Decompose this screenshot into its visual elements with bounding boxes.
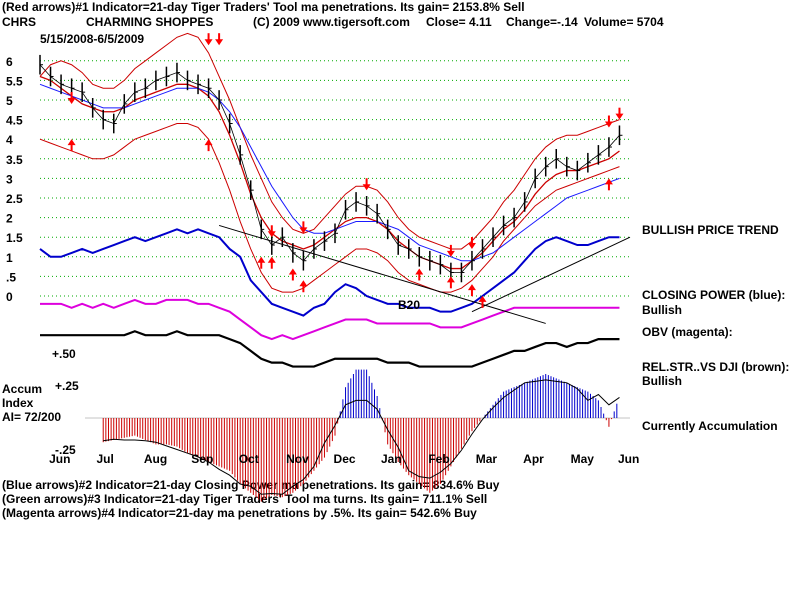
company-name: CHARMING SHOPPES (86, 15, 214, 29)
legend-closing-power-state: Bullish (642, 303, 683, 317)
y-tick-label: 0 (6, 290, 13, 304)
sell-arrow-icon (204, 39, 213, 46)
buy-arrow-icon (257, 256, 266, 263)
buy-arrow-icon (467, 284, 476, 291)
red-moving-average (39, 75, 620, 270)
volume-value: Volume= 5704 (584, 15, 664, 29)
obv-line (40, 298, 620, 341)
close-value: Close= 4.11 (426, 15, 492, 29)
buy-arrow-icon (288, 268, 297, 275)
legend-obv: OBV (magenta): (642, 325, 733, 339)
ticker-symbol: CHRS (2, 15, 37, 29)
x-tick-label: Apr (523, 452, 544, 466)
sell-arrow-icon (615, 113, 624, 120)
buy-arrow-icon (415, 268, 424, 275)
accum-ai-value: AI= 72/200 (2, 410, 62, 424)
x-tick-label: Jul (96, 452, 113, 466)
header-indicator-1: (Red arrows)#1 Indicator=21-day Tiger Tr… (2, 0, 525, 14)
buy-arrow-icon (267, 256, 276, 263)
blue-moving-average (39, 83, 620, 262)
x-axis-month-labels: Jun Jul Aug Sep Oct Nov Dec Jan Feb Mar Apr May Jun (49, 452, 639, 466)
y-tick-label: 2.5 (6, 192, 23, 206)
x-tick-label: May (571, 452, 595, 466)
y-tick-label: 5 (6, 94, 13, 108)
legend-accum-state: Currently Accumulation (642, 419, 778, 433)
sell-arrow-icon (299, 227, 308, 234)
x-tick-label: Dec (334, 452, 356, 466)
copyright: (C) 2009 www.tigersoft.com (253, 15, 410, 29)
y-tick-label: 6 (6, 55, 13, 69)
sell-arrow-icon (467, 243, 476, 250)
x-tick-label: Feb (428, 452, 449, 466)
buy-arrow-icon (67, 139, 76, 146)
footer-indicator-4: (Magenta arrows)#4 Indicator=21-day ma p… (2, 506, 477, 520)
y-tick-label: 4.5 (6, 114, 23, 128)
buy-arrow-icon (299, 280, 308, 287)
buy-arrow-icon (604, 178, 613, 185)
y-tick-label: 1.5 (6, 231, 23, 245)
upper-band-line (39, 32, 620, 250)
down-trendline (218, 224, 546, 324)
legend-price-trend: BULLISH PRICE TREND (642, 223, 779, 237)
sell-arrow-icon (215, 39, 224, 46)
y-tick-label: 3.5 (6, 153, 23, 167)
x-tick-label: Sep (191, 452, 213, 466)
x-tick-label: Nov (286, 452, 309, 466)
closing-power-line (39, 228, 620, 317)
lower-band-line (39, 123, 620, 293)
signal-arrows (67, 33, 624, 308)
accum-title-1: Accum (2, 382, 43, 396)
price-line (39, 64, 620, 273)
sell-arrow-icon (604, 121, 613, 128)
accum-label-m25: -.25 (55, 443, 76, 457)
legend-relstr: REL.STR..VS DJI (brown): (642, 360, 790, 374)
sell-arrow-icon (267, 231, 276, 238)
relstr-line (40, 330, 620, 368)
accum-moving-average (103, 379, 620, 495)
y-axis-ticks: 65.554.543.532.521.51.50 (6, 55, 23, 304)
y-tick-label: 5.5 (6, 74, 23, 88)
bullish-trendline (471, 236, 631, 313)
chart-series (39, 32, 631, 368)
date-range: 5/15/2008-6/5/2009 (40, 32, 145, 46)
x-tick-label: Jan (381, 452, 402, 466)
y-tick-label: 4 (6, 133, 13, 147)
buy-arrow-icon (204, 139, 213, 146)
sell-arrow-icon (67, 98, 76, 104)
x-tick-label: Aug (144, 452, 167, 466)
sell-arrow-icon (446, 250, 455, 257)
footer-indicator-3: (Green arrows)#3 Indicator=21-day Tiger … (2, 492, 488, 506)
change-value: Change=-.14 (506, 15, 578, 29)
buy-arrow-icon (478, 295, 487, 302)
legend-closing-power: CLOSING POWER (blue): (642, 288, 786, 302)
y-tick-label: 1 (6, 251, 13, 265)
y-tick-label: .5 (6, 270, 16, 284)
legend-relstr-state: Bullish (642, 374, 683, 388)
sell-arrow-icon (362, 184, 371, 191)
accum-title-2: Index (2, 396, 34, 410)
buy-arrow-icon (446, 276, 455, 283)
b20-annotation: B20 (398, 298, 420, 312)
x-tick-label: Jun (618, 452, 639, 466)
y-tick-label: 2 (6, 212, 13, 226)
x-tick-label: Jun (49, 452, 70, 466)
y-tick-label: 3 (6, 172, 13, 186)
x-tick-label: Oct (239, 452, 259, 466)
x-tick-label: Mar (476, 452, 498, 466)
accum-label-p25: +.25 (55, 379, 79, 393)
accumulation-index-bars (85, 369, 630, 502)
accum-label-p50: +.50 (52, 347, 76, 361)
